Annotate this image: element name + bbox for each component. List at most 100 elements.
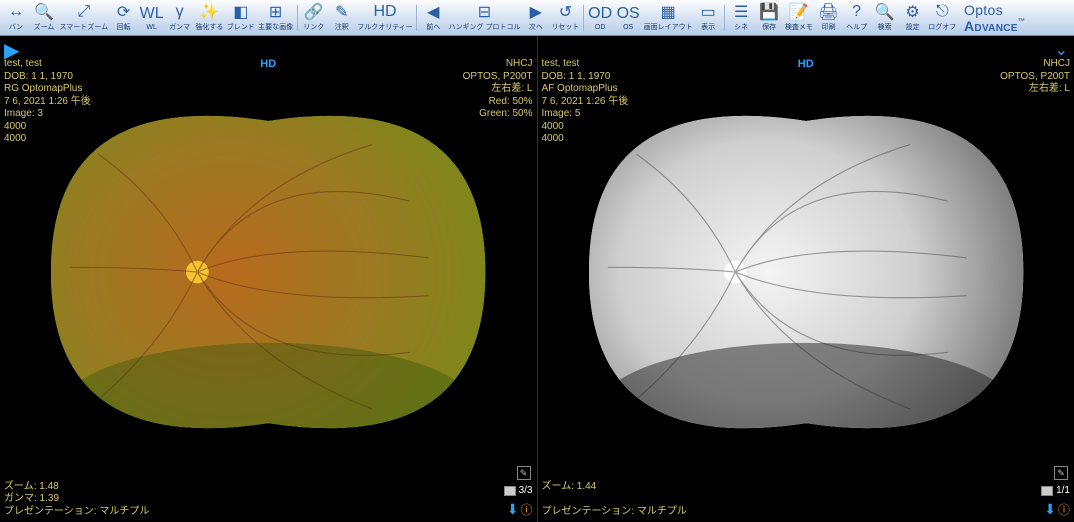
enhance-btn[interactable]: ✨強化する — [194, 1, 225, 35]
scroll-down-icon[interactable]: ⬇ — [1044, 501, 1056, 517]
retina-image[interactable] — [554, 69, 1058, 475]
help-btn-icon: ? — [848, 3, 866, 21]
layout-btn[interactable]: ▦画面レイアウト — [642, 1, 694, 35]
annotate-btn[interactable]: ✎注釈 — [328, 1, 356, 35]
wl-btn-label: WL — [146, 24, 157, 31]
hd-label: HD — [260, 58, 276, 72]
rotate-btn-icon: ⟳ — [115, 3, 133, 21]
settings-btn[interactable]: ⚙設定 — [899, 1, 927, 35]
rotate-btn[interactable]: ⟳回転 — [110, 1, 138, 35]
reset-btn-icon: ↺ — [556, 3, 574, 21]
settings-btn-label: 設定 — [906, 22, 920, 32]
cine-btn[interactable]: ☰シネ — [727, 1, 755, 35]
retina-image[interactable] — [16, 69, 520, 475]
blend-btn[interactable]: ◧ブレンド — [225, 1, 256, 35]
image-counter: 3/3 — [504, 485, 533, 498]
gamma-btn[interactable]: γガンマ — [166, 1, 194, 35]
blend-btn-icon: ◧ — [232, 3, 250, 21]
zoom-btn[interactable]: 🔍ズーム — [30, 1, 58, 35]
rotate-btn-label: 回転 — [117, 22, 131, 32]
main-split: ▶HDtest, testDOB: 1 1, 1970RG OptomapPlu… — [0, 36, 1074, 522]
od-btn[interactable]: ODOD — [586, 1, 614, 35]
cine-btn-icon: ☰ — [732, 3, 750, 21]
info-icon[interactable]: ⓘ — [520, 503, 532, 517]
toolbar-separator — [724, 5, 725, 31]
overlay-bottom-right: 3/3⬇ⓘ — [503, 485, 533, 518]
blend-btn-label: ブレンド — [227, 22, 255, 32]
pan-btn-icon: ↔ — [7, 3, 25, 21]
display-btn[interactable]: ▭表示 — [694, 1, 722, 35]
next-btn[interactable]: ▶次へ — [522, 1, 550, 35]
hd-btn[interactable]: HDフルクオリティー — [356, 1, 414, 35]
annotate-icon[interactable]: ✎ — [517, 466, 531, 480]
display-btn-icon: ▭ — [699, 3, 717, 21]
toolbar-separator — [416, 5, 417, 31]
enhance-btn-label: 強化する — [195, 22, 223, 32]
help-btn-label: ヘルプ — [846, 22, 867, 32]
settings-btn-icon: ⚙ — [904, 3, 922, 21]
memo-btn[interactable]: 📝検査メモ — [783, 1, 814, 35]
scroll-down-icon[interactable]: ⬇ — [507, 501, 519, 517]
zoom-btn-icon: 🔍 — [35, 3, 53, 21]
product-logo: Optos Advance™ — [958, 2, 1072, 34]
right-pane[interactable]: ⌄ HD test, testDOB: 1 1, 1970AF OptomapPlu… — [537, 36, 1074, 522]
annotate-btn-icon: ✎ — [333, 3, 351, 21]
toolbar-separator — [297, 5, 298, 31]
layout-btn-icon: ▦ — [659, 3, 677, 21]
overlay-top-right: NHCJOPTOS, P200T左右差: L — [1000, 58, 1070, 96]
smart-zoom-btn-label: スマートズーム — [60, 22, 109, 32]
prev-btn[interactable]: ◀前へ — [419, 1, 447, 35]
counter-value: 1/1 — [1056, 485, 1070, 498]
counter-icon — [504, 486, 516, 496]
gamma-btn-label: ガンマ — [169, 22, 190, 32]
prev-btn-icon: ◀ — [424, 3, 442, 21]
image-counter: 1/1 — [1041, 485, 1070, 498]
smart-zoom-btn-icon: ⤢ — [75, 3, 93, 21]
os-btn[interactable]: OSOS — [614, 1, 642, 35]
smart-zoom-btn[interactable]: ⤢スマートズーム — [58, 1, 110, 35]
zoom-btn-label: ズーム — [34, 22, 55, 32]
search-btn[interactable]: 🔍検索 — [871, 1, 899, 35]
left-pane[interactable]: ▶HDtest, testDOB: 1 1, 1970RG OptomapPlu… — [0, 36, 537, 522]
annotate-icon[interactable]: ✎ — [1054, 466, 1068, 480]
wl-btn[interactable]: WLWL — [138, 1, 166, 35]
overlay-top-left: test, testDOB: 1 1, 1970AF OptomapPlus7 … — [542, 58, 629, 146]
link-btn-label: リンク — [303, 22, 324, 32]
overlay-top-left: test, testDOB: 1 1, 1970RG OptomapPlus7 … — [4, 58, 91, 146]
hd-label: HD — [798, 58, 814, 72]
logo-advance: Advance — [964, 18, 1018, 34]
od-btn-label: OD — [595, 24, 606, 31]
annotate-btn-label: 注釈 — [335, 22, 349, 32]
pan-btn[interactable]: ↔バン — [2, 1, 30, 35]
link-btn-icon: 🔗 — [305, 3, 323, 21]
print-btn-icon: 🖨 — [820, 3, 838, 21]
pan-btn-label: バン — [9, 22, 23, 32]
link-btn[interactable]: 🔗リンク — [300, 1, 328, 35]
thumbnail-btn-icon: ⊞ — [267, 3, 285, 21]
nav-chevron-down-icon[interactable]: ⌄ — [1055, 40, 1068, 60]
overlay-bottom-left: ズーム: 1.48ガンマ: 1.39プレゼンテーション: マルチプル — [4, 481, 149, 519]
logoff-btn[interactable]: ⎋ログオフ — [927, 1, 958, 35]
gamma-btn-icon: γ — [171, 3, 189, 21]
info-icon[interactable]: ⓘ — [1058, 503, 1070, 517]
logo-optos: Optos — [964, 2, 1003, 18]
wl-btn-icon: WL — [143, 5, 161, 23]
thumbnail-btn[interactable]: ⊞主要な画像 — [256, 1, 294, 35]
search-btn-icon: 🔍 — [876, 3, 894, 21]
save-btn-label: 保存 — [762, 22, 776, 32]
memo-btn-label: 検査メモ — [785, 22, 813, 32]
cine-btn-label: シネ — [734, 22, 748, 32]
print-btn[interactable]: 🖨印刷 — [815, 1, 843, 35]
counter-value: 3/3 — [519, 485, 533, 498]
memo-btn-icon: 📝 — [790, 3, 808, 21]
search-btn-label: 検索 — [878, 22, 892, 32]
hanging-btn[interactable]: ⊟ハンギング プロトコル — [447, 1, 522, 35]
hanging-btn-icon: ⊟ — [475, 3, 493, 21]
next-btn-icon: ▶ — [527, 3, 545, 21]
hd-btn-icon: HD — [376, 3, 394, 21]
overlay-top-right: NHCJOPTOS, P200T左右差: LRed: 50%Green: 50% — [463, 58, 533, 121]
save-btn[interactable]: 💾保存 — [755, 1, 783, 35]
overlay-bottom-left: ズーム: 1.44 プレゼンテーション: マルチプル — [542, 481, 687, 519]
help-btn[interactable]: ?ヘルプ — [843, 1, 871, 35]
reset-btn[interactable]: ↺リセット — [550, 1, 581, 35]
